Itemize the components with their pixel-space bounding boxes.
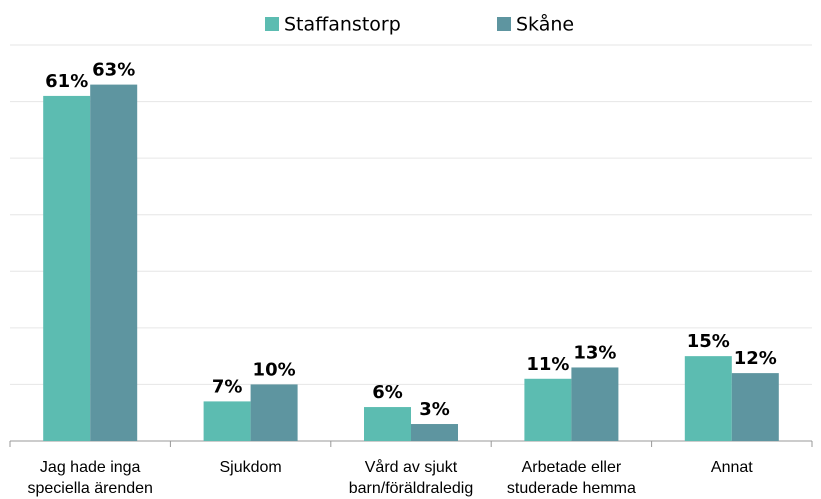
bar	[411, 424, 458, 441]
data-label: 3%	[419, 399, 450, 420]
bar	[731, 373, 779, 441]
legend-label: Staffanstorp	[284, 14, 401, 36]
legend-label: Skåne	[516, 13, 574, 36]
data-label: 15%	[687, 331, 730, 352]
bar	[684, 356, 732, 441]
x-tick-label: Vård av sjukt barn/föräldraledig	[349, 458, 474, 497]
x-tick-label: Annat	[711, 459, 753, 476]
legend-swatch	[265, 17, 279, 31]
data-label: 10%	[253, 359, 296, 380]
data-label: 12%	[734, 348, 777, 369]
x-tick-label: Arbetade eller studerade hemma	[507, 459, 636, 497]
bar	[571, 367, 619, 441]
data-label: 13%	[573, 342, 616, 363]
data-label: 63%	[92, 60, 135, 81]
bar	[90, 84, 138, 441]
legend-swatch	[497, 17, 511, 31]
bar	[250, 384, 298, 441]
data-label: 61%	[45, 71, 88, 92]
bar	[364, 407, 411, 441]
bar	[43, 95, 91, 442]
data-label: 11%	[526, 354, 569, 375]
bar	[203, 401, 251, 441]
bar	[524, 378, 572, 441]
data-label: 7%	[212, 376, 243, 397]
x-tick-label: Jag hade inga speciella ärenden	[27, 459, 152, 497]
x-tick-label: Sjukdom	[219, 459, 281, 476]
data-label: 6%	[372, 382, 403, 403]
